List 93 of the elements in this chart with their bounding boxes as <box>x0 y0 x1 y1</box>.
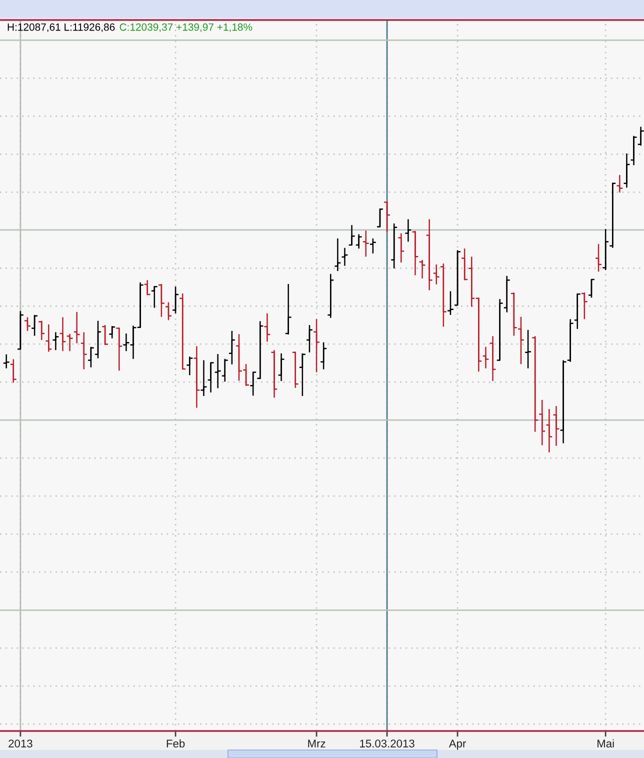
candlestick <box>560 360 567 444</box>
text: C:12039,37 +139,97 +1,18% <box>120 23 252 32</box>
candlestick <box>517 316 525 365</box>
candlestick <box>376 208 384 228</box>
candlestick <box>320 342 328 370</box>
candlestick <box>440 262 448 328</box>
candlestick <box>87 346 95 368</box>
candlestick <box>235 334 243 382</box>
candlestick <box>616 174 624 194</box>
candlestick <box>228 330 236 366</box>
candlestick <box>59 316 66 352</box>
candlestick <box>432 264 440 285</box>
candlestick <box>637 126 644 146</box>
candlestick <box>312 318 320 373</box>
candlestick <box>122 332 130 352</box>
candlestick <box>580 292 588 320</box>
candlestick <box>454 250 462 306</box>
candlestick <box>24 316 32 332</box>
candlestick <box>446 290 454 316</box>
candlestick <box>214 353 222 389</box>
candlestick <box>207 362 214 394</box>
candlestick <box>150 285 158 308</box>
candlestick <box>10 358 17 384</box>
candlestick <box>306 324 314 354</box>
candlestick <box>334 238 342 272</box>
candlestick <box>503 275 510 313</box>
candlestick <box>418 259 426 280</box>
candlestick <box>390 222 398 270</box>
candlestick <box>524 329 532 369</box>
candlestick <box>264 312 271 342</box>
candlestick <box>630 135 638 166</box>
x-tick-label: Mrz <box>308 740 326 748</box>
candlestick <box>426 218 433 291</box>
candlestick <box>362 230 370 258</box>
x-tick-label: Feb <box>166 739 185 748</box>
candlestick <box>200 360 208 397</box>
candlestick <box>482 346 490 369</box>
candlestick <box>250 372 257 396</box>
candlestick <box>284 283 292 336</box>
candlestick <box>158 283 166 318</box>
candlestick <box>510 292 518 336</box>
candlestick <box>298 352 306 397</box>
x-tick-label: Apr <box>448 740 466 750</box>
candlestick <box>552 405 560 446</box>
candlestick <box>2 354 10 369</box>
x-tick-label: 2013 <box>8 740 32 748</box>
candlestick <box>66 333 74 352</box>
candlestick <box>80 332 88 370</box>
candlestick <box>30 314 38 336</box>
candlestick <box>172 286 180 314</box>
candlestick <box>609 182 616 249</box>
candlestick <box>179 292 186 370</box>
candlestick <box>16 310 24 350</box>
candlestick <box>369 238 377 254</box>
x-tick-label: 15.03.2013 <box>360 740 414 748</box>
candlestick <box>221 358 228 382</box>
x-tick-label: Mai <box>598 739 614 748</box>
candlestick <box>52 332 60 351</box>
candlestick <box>398 232 405 264</box>
candlestick <box>108 325 116 340</box>
candlestick <box>270 349 278 398</box>
candlestick <box>594 243 602 272</box>
candlestick <box>164 302 172 321</box>
candlestick <box>404 218 412 242</box>
candlestick <box>94 320 102 359</box>
text: H:12087,61 L:11926,86 <box>8 23 115 32</box>
candlestick <box>460 248 468 281</box>
candlestick <box>101 324 109 346</box>
candlestick <box>546 408 553 453</box>
candlestick <box>256 320 264 380</box>
candlestick <box>292 351 299 388</box>
candlestick <box>348 224 356 246</box>
candlestick <box>278 352 285 382</box>
candlestick <box>588 278 596 298</box>
candlestick <box>489 335 496 382</box>
candlestick <box>602 228 610 271</box>
candlestick <box>623 152 630 188</box>
candlestick <box>566 318 574 362</box>
candlestick <box>242 363 250 387</box>
candlestick <box>383 201 391 233</box>
candlestick <box>327 273 334 319</box>
candlestick <box>531 335 539 432</box>
candlestick <box>116 327 123 372</box>
candlestick <box>538 399 546 446</box>
candlestick <box>38 320 46 341</box>
candlestick <box>496 298 504 361</box>
candlestick <box>412 230 419 276</box>
candlestick <box>186 356 194 376</box>
candlestick <box>574 292 581 330</box>
candlestick <box>45 324 52 352</box>
candlestick <box>144 279 151 296</box>
candlestick <box>355 234 362 250</box>
candlestick <box>193 346 200 408</box>
